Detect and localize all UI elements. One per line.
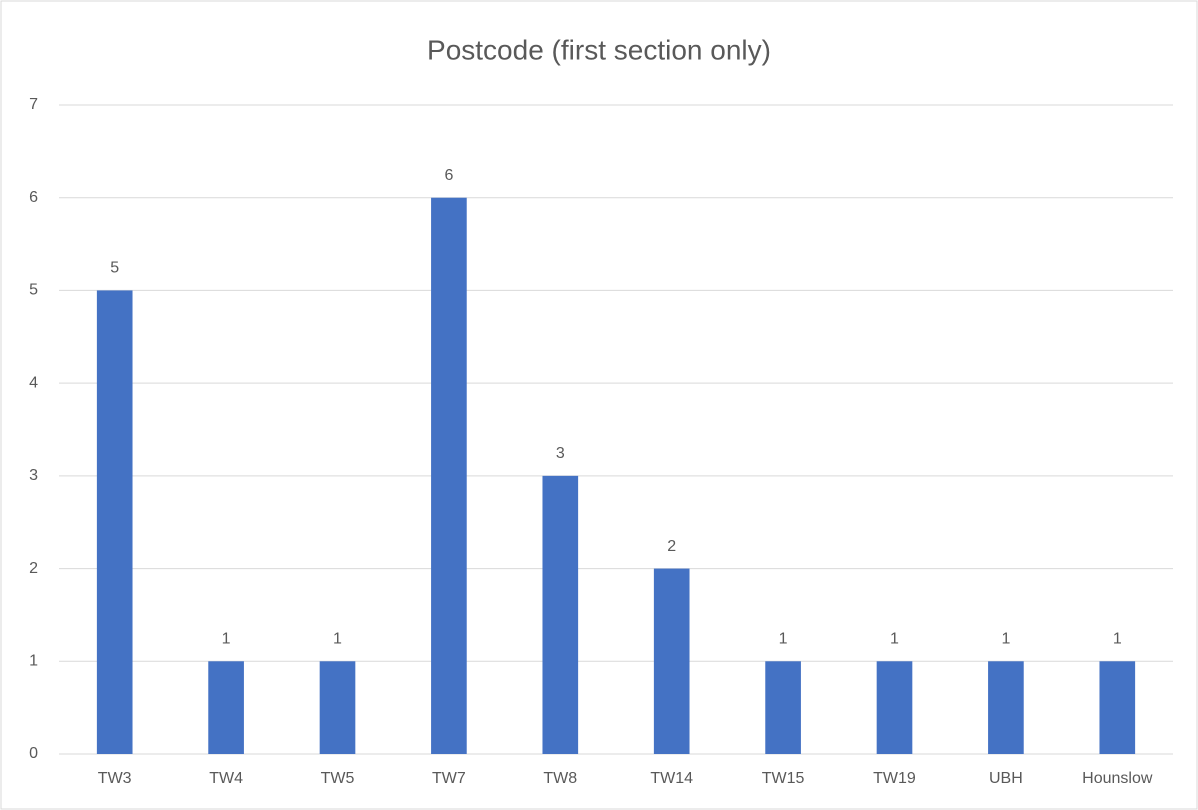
y-tick-label: 7: [29, 96, 38, 113]
bar: [765, 661, 801, 754]
y-tick-label: 6: [29, 189, 38, 206]
x-tick-label: Hounslow: [1082, 770, 1153, 787]
data-label: 1: [222, 631, 231, 648]
data-label: 2: [667, 538, 676, 555]
y-tick-label: 0: [29, 745, 38, 762]
data-label: 1: [890, 631, 899, 648]
y-tick-label: 1: [29, 653, 38, 670]
y-tick-label: 2: [29, 560, 38, 577]
x-tick-label: TW15: [762, 770, 805, 787]
chart-title: Postcode (first section only): [427, 34, 771, 65]
data-label: 1: [1001, 631, 1010, 648]
data-label: 3: [556, 445, 565, 462]
y-tick-label: 4: [29, 374, 38, 391]
x-tick-label: TW19: [873, 770, 916, 787]
x-tick-label: TW4: [209, 770, 243, 787]
bar: [96, 290, 133, 754]
x-tick-label: TW3: [98, 770, 132, 787]
y-tick-label: 5: [29, 282, 38, 299]
x-tick-label: UBH: [989, 770, 1023, 787]
x-tick-label: TW7: [432, 770, 466, 787]
bar: [653, 568, 690, 754]
data-label: 1: [333, 631, 342, 648]
bar: [988, 661, 1024, 754]
x-tick-label: TW5: [321, 770, 355, 787]
data-label: 1: [779, 631, 788, 648]
y-tick-label: 3: [29, 467, 38, 484]
x-tick-label: TW8: [543, 770, 577, 787]
data-label: 1: [1113, 631, 1122, 648]
bar: [876, 661, 913, 754]
data-label: 5: [110, 260, 119, 277]
data-label: 6: [444, 167, 453, 184]
bar: [319, 661, 356, 754]
bar: [542, 475, 579, 754]
x-tick-label: TW14: [650, 770, 693, 787]
bar: [208, 661, 244, 754]
bar: [431, 197, 467, 754]
bar: [1099, 661, 1136, 754]
